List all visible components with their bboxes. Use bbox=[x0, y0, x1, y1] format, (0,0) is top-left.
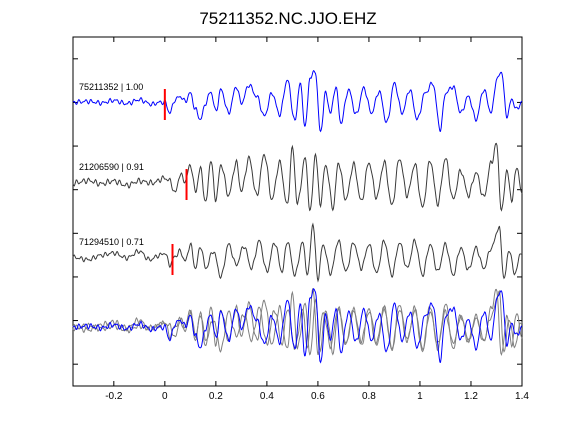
trace-label-2: 21206590 | 0.91 bbox=[79, 162, 144, 172]
x-tick-label: 1.2 bbox=[464, 391, 478, 402]
x-tick-label: 0 bbox=[162, 391, 168, 402]
x-axis: -0.2 0 0.2 0.4 0.6 0.8 1 1.2 1.4 bbox=[105, 37, 529, 402]
trace-1 bbox=[72, 70, 523, 133]
traces bbox=[72, 70, 523, 283]
x-tick-label: 0.4 bbox=[260, 391, 274, 402]
trace-label-1: 75211352 | 1.00 bbox=[79, 82, 143, 92]
chart-title: 75211352.NC.JJO.EHZ bbox=[199, 9, 376, 28]
plot-frame bbox=[72, 36, 523, 387]
trace-2 bbox=[72, 142, 523, 212]
x-tick-label: -0.2 bbox=[105, 391, 123, 402]
trace-3 bbox=[72, 222, 523, 283]
trace-label-3: 71294510 | 0.71 bbox=[79, 237, 144, 247]
overlay-trace-2 bbox=[72, 288, 523, 357]
x-tick-label: 1.4 bbox=[515, 391, 529, 402]
x-tick-label: 1 bbox=[417, 391, 423, 402]
trace-labels: 75211352 | 1.00 21206590 | 0.91 71294510 |… bbox=[79, 82, 144, 247]
overlay-traces bbox=[72, 288, 523, 364]
x-tick-label: 0.2 bbox=[209, 391, 223, 402]
y-axis bbox=[73, 58, 522, 365]
overlay-trace-1 bbox=[72, 288, 523, 364]
x-tick-label: 0.6 bbox=[311, 391, 325, 402]
overlay-trace-3 bbox=[72, 288, 523, 356]
x-tick-label: 0.8 bbox=[362, 391, 376, 402]
